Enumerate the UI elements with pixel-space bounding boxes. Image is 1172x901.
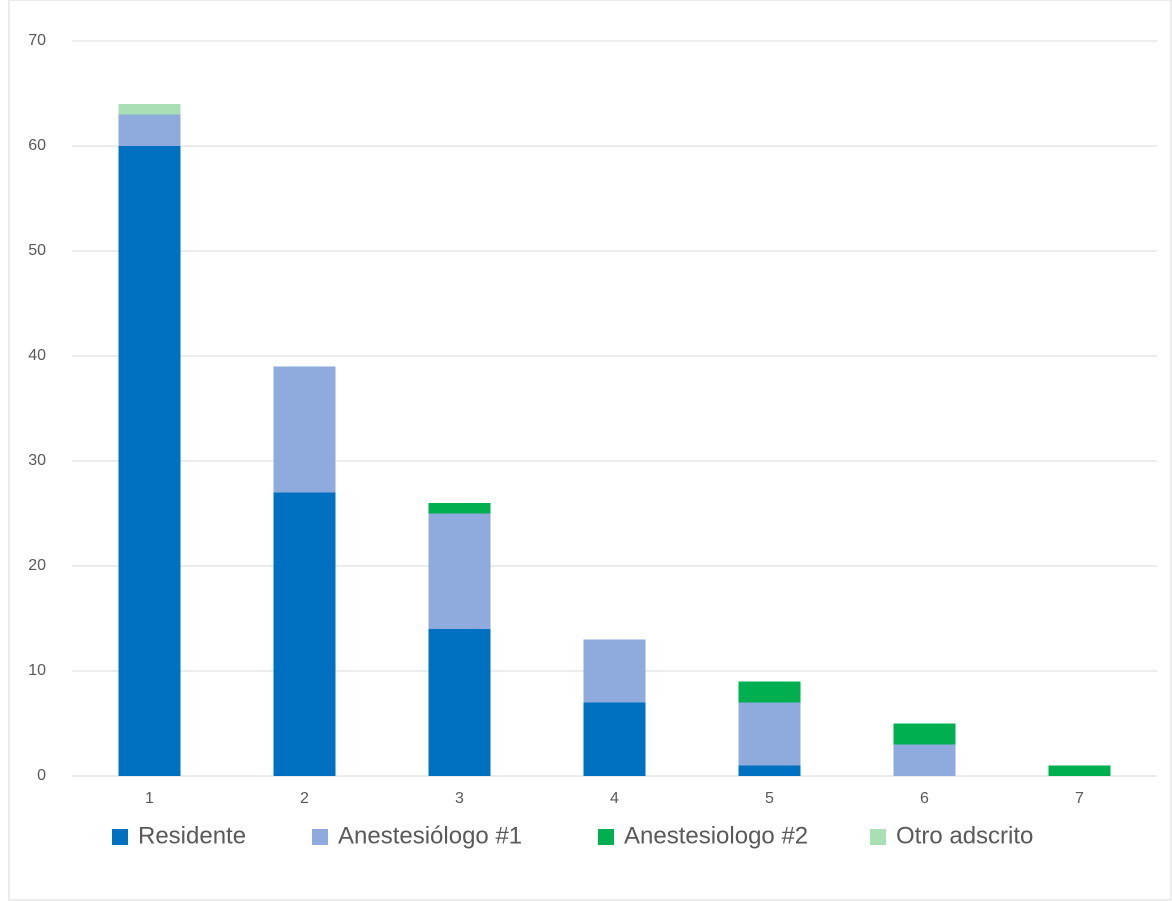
y-tick-label: 30 [28,452,46,469]
bar-segment [583,702,646,776]
y-tick-label: 40 [28,347,46,364]
bar-segment [118,146,181,776]
x-tick-label: 5 [765,790,774,807]
legend-swatch [112,829,128,845]
y-tick-label: 0 [37,767,46,784]
bar-segment [738,681,801,703]
bar-segment [1048,765,1111,776]
bar-segment [273,492,336,776]
bar-segment [118,114,181,146]
bar-segment [273,366,336,493]
legend-swatch [870,829,886,845]
bar-segment [118,104,181,115]
bar-segment [428,629,491,776]
y-tick-label: 70 [28,32,46,49]
legend-label: Otro adscrito [896,822,1033,849]
y-tick-label: 60 [28,137,46,154]
x-tick-label: 4 [610,790,619,807]
bar-segment [583,639,646,703]
bar-segment [428,503,491,514]
bar-segment [428,513,491,629]
x-tick-label: 7 [1075,790,1084,807]
x-tick-label: 3 [455,790,464,807]
legend-label: Anestesiólogo #1 [338,822,522,849]
legend-swatch [598,829,614,845]
x-tick-label: 2 [300,790,309,807]
bar-segment [738,765,801,776]
x-tick-label: 6 [920,790,929,807]
bar-segment [893,744,956,776]
legend-label: Residente [138,822,246,849]
y-tick-label: 10 [28,662,46,679]
bar-segment [893,723,956,745]
y-tick-label: 50 [28,242,46,259]
y-tick-label: 20 [28,557,46,574]
legend-label: Anestesiologo #2 [624,822,808,849]
x-tick-label: 1 [145,790,154,807]
bar-segment [738,702,801,766]
legend-swatch [312,829,328,845]
